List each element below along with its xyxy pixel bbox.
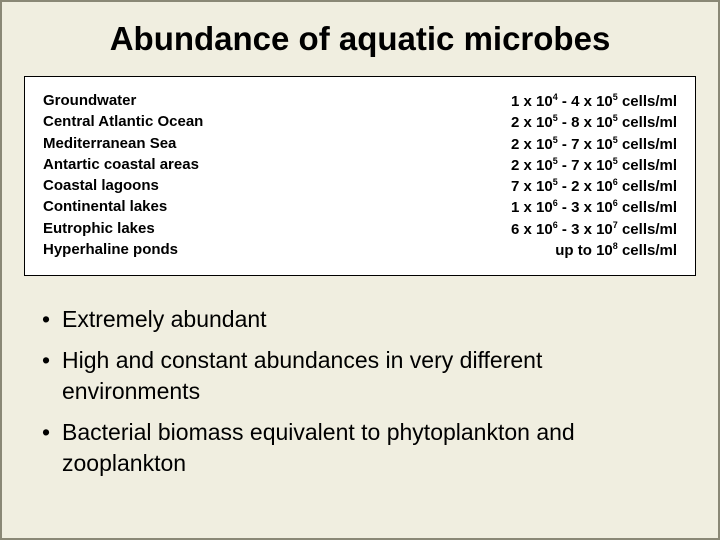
row-label: Continental lakes [43, 197, 167, 218]
slide-title: Abundance of aquatic microbes [2, 2, 718, 70]
row-value: 1 x 106 - 3 x 106 cells/ml [511, 197, 677, 218]
row-value: 7 x 105 - 2 x 106 cells/ml [511, 176, 677, 197]
table-row: Mediterranean Sea 2 x 105 - 7 x 105 cells… [43, 134, 677, 155]
table-row: Eutrophic lakes 6 x 106 - 3 x 107 cells/m… [43, 219, 677, 240]
table-row: Continental lakes 1 x 106 - 3 x 106 cells… [43, 197, 677, 218]
row-value: 2 x 105 - 7 x 105 cells/ml [511, 134, 677, 155]
row-label: Antartic coastal areas [43, 155, 199, 176]
table-row: Hyperhaline ponds up to 108 cells/ml [43, 240, 677, 261]
table-row: Groundwater 1 x 104 - 4 x 105 cells/ml [43, 91, 677, 112]
row-value: 2 x 105 - 7 x 105 cells/ml [511, 155, 677, 176]
row-value: up to 108 cells/ml [555, 240, 677, 261]
bullet-item: High and constant abundances in very dif… [42, 345, 678, 407]
table-row: Central Atlantic Ocean 2 x 105 - 8 x 105 … [43, 112, 677, 133]
table-row: Coastal lagoons 7 x 105 - 2 x 106 cells/m… [43, 176, 677, 197]
row-label: Coastal lagoons [43, 176, 159, 197]
table-row: Antartic coastal areas 2 x 105 - 7 x 105 … [43, 155, 677, 176]
row-label: Central Atlantic Ocean [43, 112, 203, 133]
bullet-item: Extremely abundant [42, 304, 678, 335]
row-label: Eutrophic lakes [43, 219, 155, 240]
bullet-item: Bacterial biomass equivalent to phytopla… [42, 417, 678, 479]
row-label: Mediterranean Sea [43, 134, 176, 155]
row-value: 1 x 104 - 4 x 105 cells/ml [511, 91, 677, 112]
row-value: 6 x 106 - 3 x 107 cells/ml [511, 219, 677, 240]
bullet-list: Extremely abundant High and constant abu… [42, 304, 678, 479]
row-value: 2 x 105 - 8 x 105 cells/ml [511, 112, 677, 133]
abundance-table: Groundwater1 x 104 - 4 x 105 cells/mlCen… [24, 76, 696, 276]
row-label: Hyperhaline ponds [43, 240, 178, 261]
row-label: Groundwater [43, 91, 136, 112]
